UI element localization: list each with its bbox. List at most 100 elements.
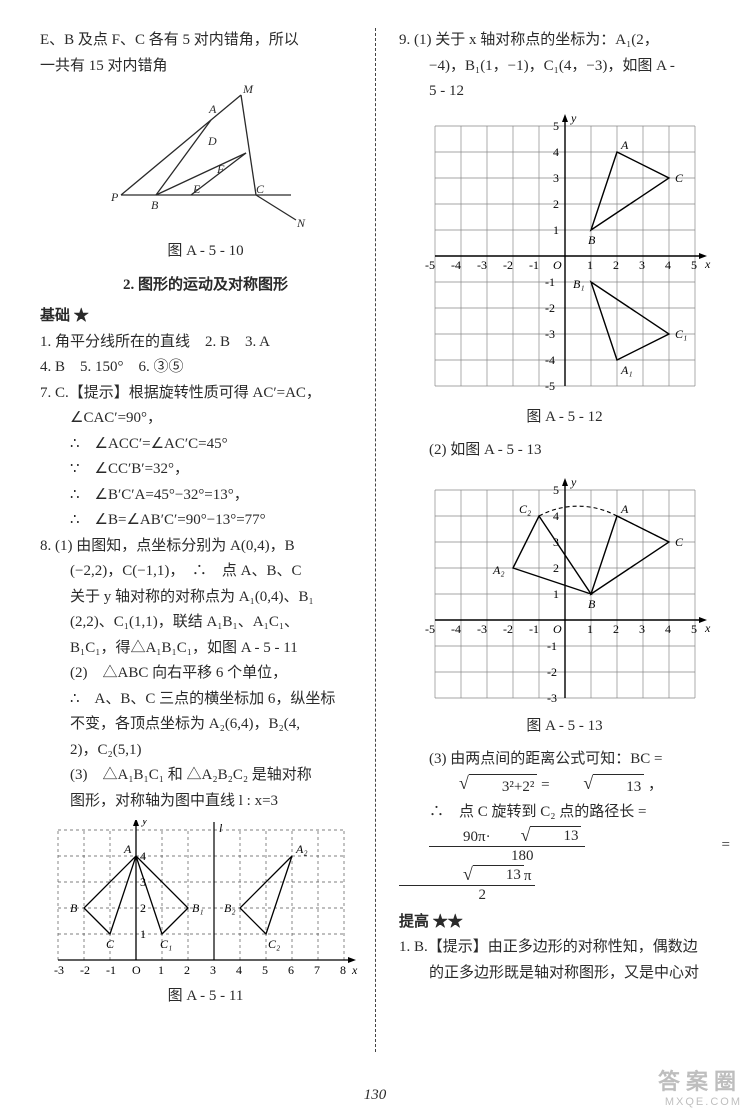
p1-line2: 的正多边形既是轴对称图形，又是中心对: [399, 961, 730, 987]
svg-text:4: 4: [236, 963, 242, 977]
svg-text:1: 1: [140, 927, 146, 941]
svg-text:-5: -5: [425, 622, 435, 636]
svg-text:-1: -1: [529, 258, 539, 272]
q9-line5: (3) 由两点间的距离公式可知：BC =: [399, 747, 730, 773]
watermark-line1: 答案圈: [658, 1064, 742, 1096]
svg-text:5: 5: [691, 258, 697, 272]
svg-text:C: C: [675, 535, 684, 549]
figure-a-5-12: yx-5-5-4-4-3-3-2-2-1-1O1122334455ABCA₁B₁…: [399, 111, 730, 401]
q9-line1: 9. (1) 关于 x 轴对称点的坐标为：A₁(2，: [399, 28, 730, 54]
svg-text:A: A: [208, 102, 217, 116]
svg-text:2: 2: [140, 901, 146, 915]
q8-line7: ∴ A、B、C 三点的横坐标加 6，纵坐标: [40, 687, 371, 713]
left-column: E、B 及点 F、C 各有 5 对内错角，所以 一共有 15 对内错角 A M …: [40, 28, 375, 1058]
svg-text:A₂: A₂: [492, 563, 505, 577]
svg-text:5: 5: [553, 483, 559, 497]
column-divider: [375, 28, 376, 1052]
svg-text:y: y: [141, 820, 148, 827]
watermark-line2: MXQE.COM: [658, 1096, 742, 1108]
svg-text:-5: -5: [545, 379, 555, 393]
q8-line3: 关于 y 轴对称的对称点为 A₁(0,4)、B₁: [40, 585, 371, 611]
svg-text:A: A: [123, 842, 132, 856]
q8-line2: (−2,2)，C(−1,1)， ∴ 点 A、B、C: [40, 559, 371, 585]
q7-line5: ∴ ∠B′C′A=45°−32°=13°，: [40, 483, 371, 509]
svg-text:2: 2: [613, 258, 619, 272]
svg-text:1: 1: [553, 223, 559, 237]
svg-text:3: 3: [639, 622, 645, 636]
q9-fraction: 90π·√13 180 = √13π 2: [399, 826, 730, 904]
svg-text:B₁: B₁: [573, 277, 585, 291]
q8-line5: B₁C₁，得△A₁B₁C₁，如图 A - 5 - 11: [40, 636, 371, 662]
svg-text:7: 7: [314, 963, 320, 977]
fig-a5-13-caption: 图 A - 5 - 13: [399, 714, 730, 740]
svg-text:2: 2: [553, 197, 559, 211]
svg-text:-1: -1: [529, 622, 539, 636]
svg-text:-2: -2: [503, 258, 513, 272]
svg-text:B: B: [588, 233, 596, 247]
fig-a5-12-caption: 图 A - 5 - 12: [399, 405, 730, 431]
q7-line4: ∵ ∠CC′B′=32°，: [40, 457, 371, 483]
svg-text:A: A: [620, 502, 629, 516]
svg-text:-4: -4: [545, 353, 555, 367]
svg-text:4: 4: [665, 622, 671, 636]
svg-text:-2: -2: [545, 301, 555, 315]
svg-text:x: x: [704, 257, 711, 271]
two-column-layout: E、B 及点 F、C 各有 5 对内错角，所以 一共有 15 对内错角 A M …: [40, 28, 730, 1058]
watermark: 答案圈 MXQE.COM: [658, 1064, 742, 1108]
q7-head: 7. C.【提示】根据旋转性质可得 AC′=AC，: [40, 381, 371, 407]
svg-text:5: 5: [262, 963, 268, 977]
svg-text:A: A: [620, 138, 629, 152]
svg-text:1: 1: [553, 587, 559, 601]
svg-text:P: P: [110, 190, 119, 204]
q8-line9: 2)，C₂(5,1): [40, 738, 371, 764]
svg-text:-1: -1: [106, 963, 116, 977]
svg-text:-2: -2: [547, 665, 557, 679]
svg-text:3: 3: [553, 171, 559, 185]
svg-text:-2: -2: [80, 963, 90, 977]
svg-text:4: 4: [553, 509, 559, 523]
svg-text:B: B: [588, 597, 596, 611]
level-basic: 基础 ★: [40, 304, 371, 330]
svg-text:-3: -3: [545, 327, 555, 341]
svg-text:l: l: [219, 821, 223, 835]
svg-text:D: D: [207, 134, 217, 148]
svg-text:-1: -1: [545, 275, 555, 289]
answer-line-1: 1. 角平分线所在的直线 2. B 3. A: [40, 330, 371, 356]
svg-text:-4: -4: [451, 622, 461, 636]
svg-text:-3: -3: [54, 963, 64, 977]
q9-line3: 5 - 12: [399, 79, 730, 105]
svg-text:-4: -4: [451, 258, 461, 272]
q7-line6: ∴ ∠B=∠AB′C′=90°−13°=77°: [40, 508, 371, 534]
q9-line2: −4)，B₁(1，−1)，C₁(4，−3)，如图 A -: [399, 54, 730, 80]
svg-text:1: 1: [587, 622, 593, 636]
intro-text-2: 一共有 15 对内错角: [40, 54, 371, 80]
svg-text:A₂: A₂: [295, 842, 308, 856]
svg-text:2: 2: [613, 622, 619, 636]
svg-text:C₂: C₂: [519, 502, 531, 516]
section-heading: 2. 图形的运动及对称图形: [40, 273, 371, 299]
svg-text:4: 4: [665, 258, 671, 272]
figure-a-5-10: A M B C D E F N P: [40, 85, 371, 235]
svg-text:O: O: [132, 963, 141, 977]
q9-line4: (2) 如图 A - 5 - 13: [399, 438, 730, 464]
figure-a-5-13: yx-5-4-3-2-1O12345-3-2-112345ABCA₂C₂: [399, 470, 730, 710]
svg-text:O: O: [553, 622, 562, 636]
svg-text:x: x: [704, 621, 711, 635]
svg-text:C: C: [106, 937, 115, 951]
fig-a5-11-caption: 图 A - 5 - 11: [40, 984, 371, 1010]
page-number: 130: [0, 1087, 750, 1104]
svg-text:-5: -5: [425, 258, 435, 272]
svg-text:C₂: C₂: [268, 937, 280, 951]
svg-text:C₁: C₁: [675, 327, 687, 341]
p1-line1: 1. B.【提示】由正多边形的对称性知，偶数边: [399, 935, 730, 961]
svg-text:B: B: [151, 198, 159, 212]
svg-text:O: O: [553, 258, 562, 272]
svg-text:B₂: B₂: [224, 901, 236, 915]
svg-text:1: 1: [158, 963, 164, 977]
q9-line6: ∴ 点 C 旋转到 C₂ 点的路径长 =: [399, 800, 730, 826]
svg-text:x: x: [351, 963, 358, 977]
intro-text-1: E、B 及点 F、C 各有 5 对内错角，所以: [40, 28, 371, 54]
svg-text:A₁: A₁: [620, 363, 633, 377]
svg-text:5: 5: [553, 119, 559, 133]
q8-line6: (2) △ABC 向右平移 6 个单位，: [40, 661, 371, 687]
